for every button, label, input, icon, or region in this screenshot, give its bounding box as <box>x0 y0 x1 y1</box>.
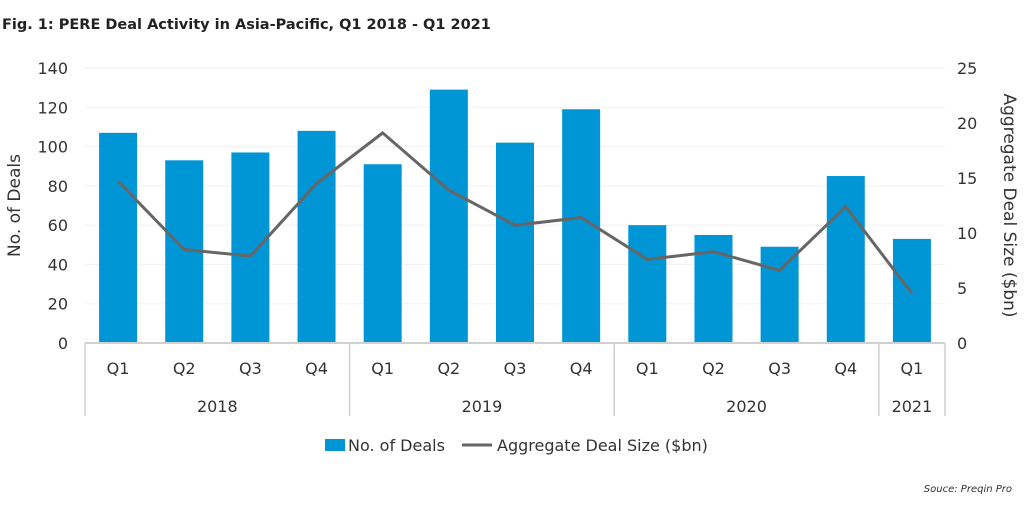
x-tick-label: Q3 <box>504 359 527 378</box>
bar <box>231 152 270 343</box>
y-axis-label: No. of Deals <box>5 154 25 257</box>
y-tick-label: 100 <box>37 138 68 157</box>
chart-title: Fig. 1: PERE Deal Activity in Asia-Pacif… <box>2 17 491 33</box>
bar <box>760 246 799 343</box>
legend-label-bars: No. of Deals <box>348 436 445 455</box>
y-tick-label: 0 <box>58 334 68 353</box>
y-tick-label: 60 <box>48 216 68 235</box>
y2-tick-label: 10 <box>957 224 977 243</box>
legend-swatch-bars <box>325 439 345 451</box>
x-tick-label: Q4 <box>570 359 593 378</box>
x-tick-label: Q2 <box>702 359 725 378</box>
source-note: Souce: Preqin Pro <box>923 484 1012 495</box>
y2-tick-label: 15 <box>957 169 977 188</box>
x-group-label: 2021 <box>892 397 933 416</box>
x-tick-label: Q3 <box>239 359 262 378</box>
x-tick-label: Q2 <box>173 359 196 378</box>
y-tick-label: 80 <box>48 177 68 196</box>
x-tick-label: Q3 <box>768 359 791 378</box>
y2-tick-label: 5 <box>957 279 967 298</box>
y-tick-label: 40 <box>48 255 68 274</box>
y2-tick-label: 25 <box>957 59 977 78</box>
x-tick-label: Q1 <box>901 359 924 378</box>
bar <box>892 238 931 343</box>
y2-tick-label: 20 <box>957 114 977 133</box>
x-group-label: 2018 <box>197 397 238 416</box>
bar <box>628 225 667 343</box>
bar <box>363 164 402 343</box>
y2-tick-label: 0 <box>957 334 967 353</box>
bar <box>496 142 534 343</box>
legend-label-line: Aggregate Deal Size ($bn) <box>497 436 708 455</box>
x-tick-label: Q4 <box>834 359 857 378</box>
x-tick-label: Q1 <box>107 359 130 378</box>
y-tick-label: 20 <box>48 295 68 314</box>
x-tick-label: Q2 <box>437 359 460 378</box>
x-tick-label: Q4 <box>305 359 328 378</box>
x-tick-label: Q1 <box>636 359 659 378</box>
x-tick-label: Q1 <box>371 359 394 378</box>
x-group-label: 2019 <box>462 397 503 416</box>
bar <box>297 130 336 343</box>
x-group-label: 2020 <box>726 397 767 416</box>
y2-axis-label: Aggregate Deal Size ($bn) <box>999 93 1019 317</box>
y-tick-label: 120 <box>37 98 68 117</box>
y-tick-label: 140 <box>37 59 68 78</box>
bar <box>429 89 468 343</box>
bar <box>99 132 138 343</box>
bar <box>826 176 865 343</box>
